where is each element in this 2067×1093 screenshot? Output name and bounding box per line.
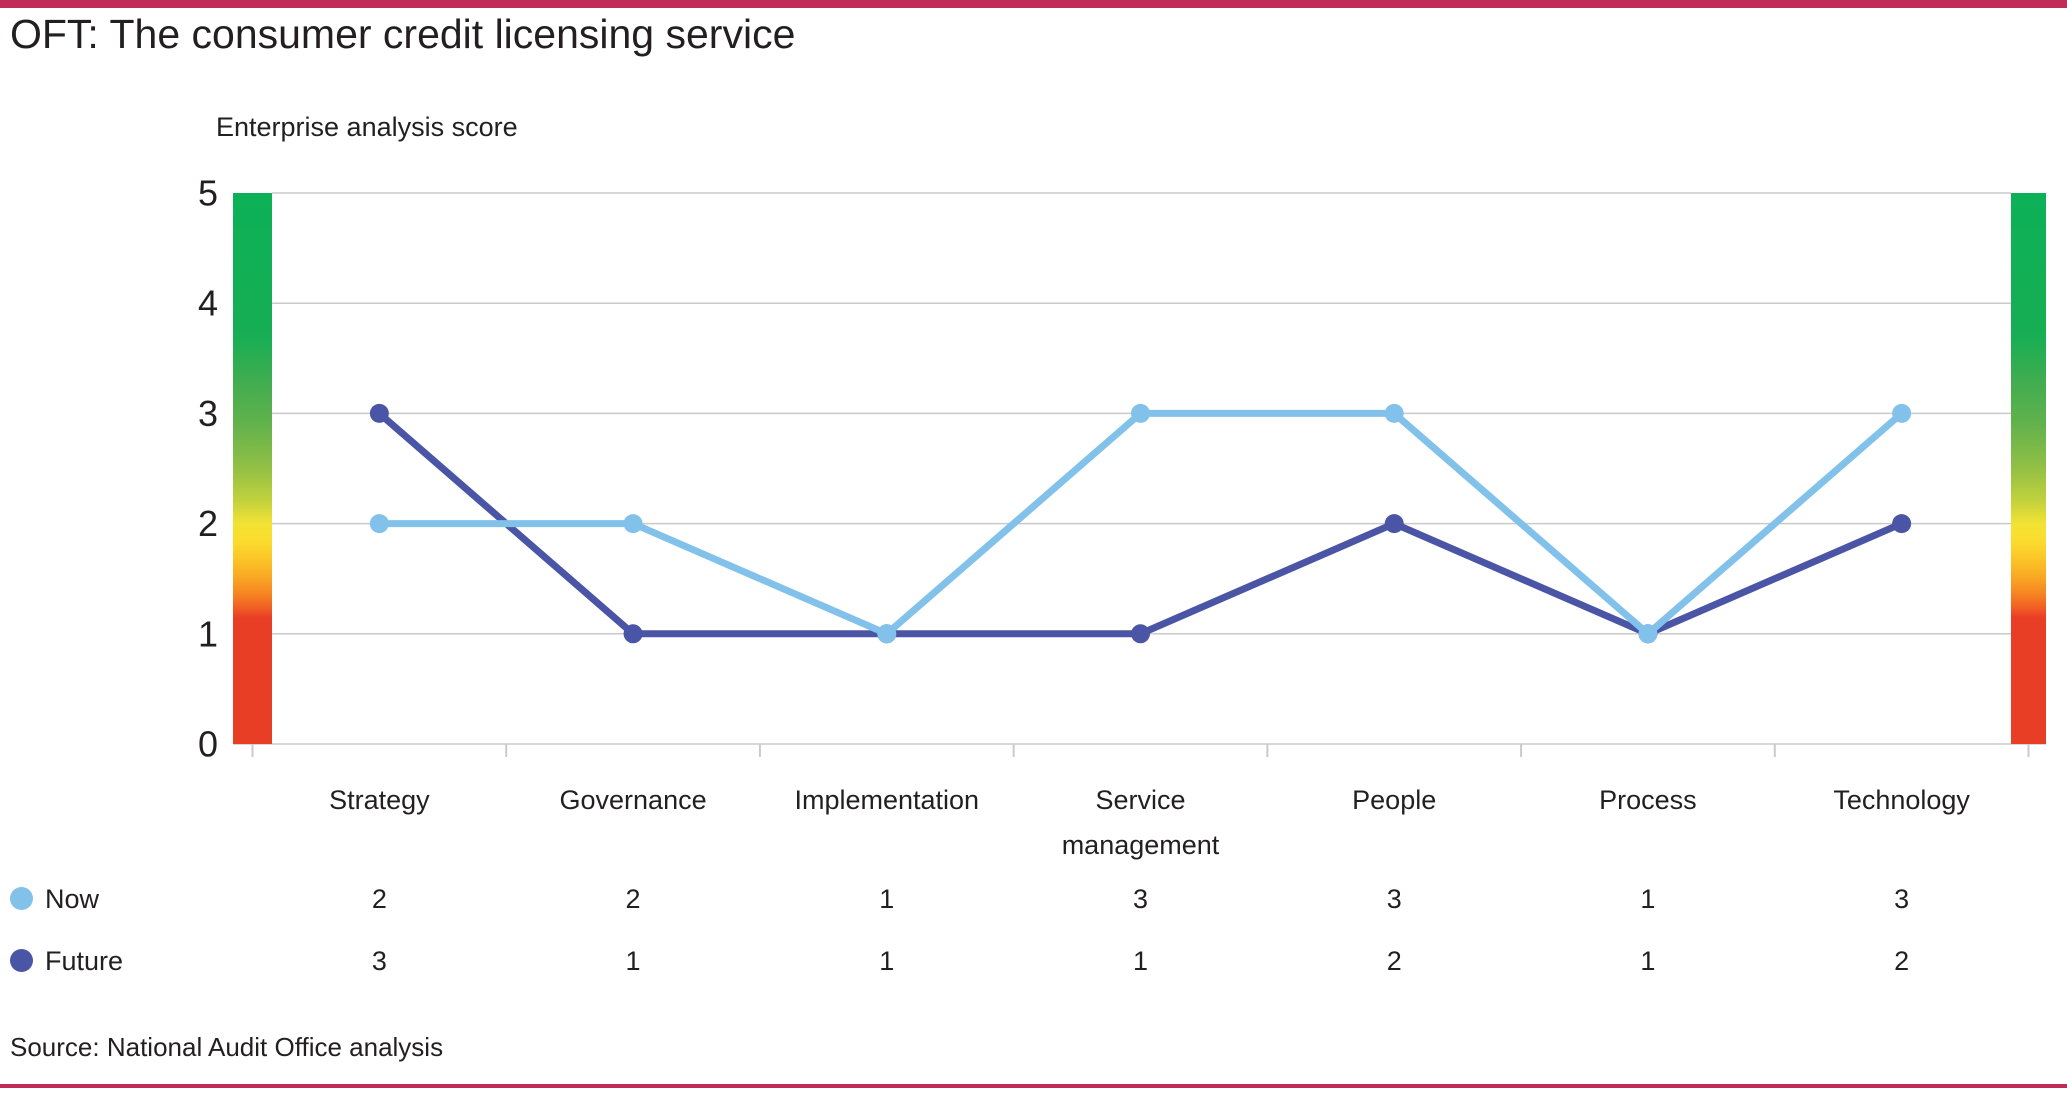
data-point-now-2 — [877, 624, 897, 644]
data-point-future-6 — [1892, 514, 1912, 534]
category-label-3: Service management — [1061, 785, 1220, 860]
category-label-6: Technology — [1833, 785, 1970, 815]
value-now-0: 2 — [371, 884, 387, 914]
legend-row-future: Future 3 1 1 1 2 1 2 — [0, 940, 2067, 982]
data-point-future-0 — [369, 403, 389, 423]
data-point-now-0 — [369, 514, 389, 534]
value-future-2: 1 — [879, 946, 895, 976]
category-label-0: Strategy — [329, 785, 430, 815]
rating-scale-bar-left — [233, 193, 272, 744]
y-axis-tick-label: 1 — [198, 613, 218, 654]
legend-dot-future — [10, 949, 33, 972]
y-axis-tick-label: 5 — [198, 173, 218, 214]
data-point-future-4 — [1384, 514, 1404, 534]
value-future-4: 2 — [1386, 946, 1402, 976]
y-axis-tick-label: 0 — [198, 724, 218, 765]
rating-scale-bar-right — [2011, 193, 2046, 744]
legend-row-now: Now 2 2 1 3 3 1 3 — [0, 878, 2067, 920]
top-accent-rule — [0, 0, 2067, 8]
legend-label-now: Now — [45, 884, 100, 914]
data-point-future-3 — [1131, 624, 1150, 644]
y-axis-tick-label: 3 — [198, 393, 218, 434]
value-future-1: 1 — [625, 946, 641, 976]
category-label-1: Governance — [559, 785, 707, 815]
value-now-6: 3 — [1894, 884, 1910, 914]
y-axis-tick-label: 4 — [198, 283, 218, 324]
source-note: Source: National Audit Office analysis — [10, 1032, 444, 1062]
value-now-4: 3 — [1386, 884, 1402, 914]
value-future-6: 2 — [1894, 946, 1910, 976]
y-axis-tick-label: 2 — [198, 503, 218, 544]
value-future-5: 1 — [1640, 946, 1656, 976]
data-point-future-1 — [623, 624, 643, 644]
legend-label-future: Future — [45, 946, 124, 976]
value-now-3: 3 — [1132, 884, 1149, 914]
data-point-now-4 — [1384, 403, 1404, 423]
data-point-now-3 — [1131, 403, 1150, 423]
value-future-3: 1 — [1132, 946, 1149, 976]
category-label-2: Implementation — [794, 785, 980, 815]
data-point-now-5 — [1638, 624, 1658, 644]
category-label-4: People — [1352, 785, 1437, 815]
category-label-5: Process — [1599, 785, 1697, 815]
value-now-1: 2 — [625, 884, 641, 914]
chart-title: Enterprise analysis score — [216, 112, 518, 142]
data-point-now-1 — [623, 514, 643, 534]
page-title: OFT: The consumer credit licensing servi… — [10, 11, 796, 57]
value-future-0: 3 — [371, 946, 387, 976]
value-now-5: 1 — [1640, 884, 1656, 914]
legend-dot-now — [10, 887, 33, 910]
value-now-2: 1 — [879, 884, 895, 914]
data-point-now-6 — [1892, 403, 1912, 423]
bottom-accent-rule — [0, 1084, 2067, 1088]
